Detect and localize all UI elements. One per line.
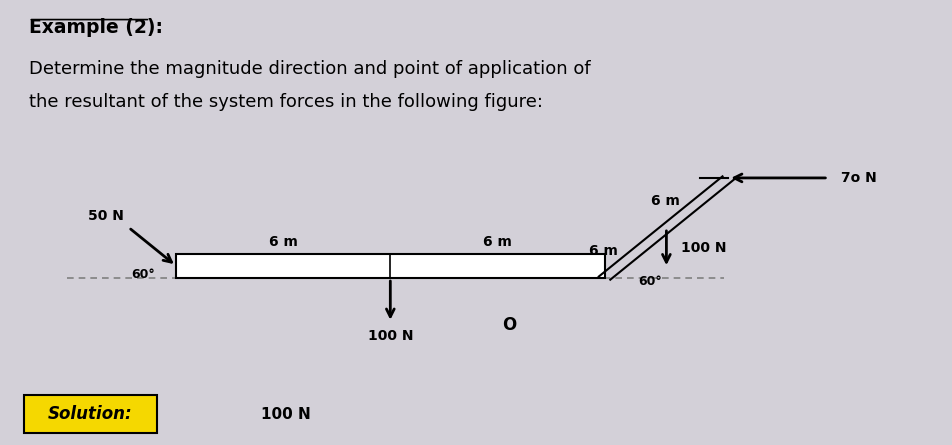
Text: 6 m: 6 m [651, 194, 681, 208]
Text: the resultant of the system forces in the following figure:: the resultant of the system forces in th… [29, 93, 543, 111]
Text: 60°: 60° [638, 275, 662, 287]
Text: 100 N: 100 N [367, 329, 413, 343]
Text: Example (2):: Example (2): [29, 18, 163, 37]
Text: 50 N: 50 N [88, 209, 124, 223]
Text: 6 m: 6 m [268, 235, 298, 249]
Text: O: O [503, 316, 516, 334]
Text: 6 m: 6 m [483, 235, 512, 249]
Text: 60°: 60° [131, 268, 155, 281]
Text: Solution:: Solution: [49, 405, 132, 423]
FancyBboxPatch shape [24, 395, 157, 433]
Text: 7o N: 7o N [841, 171, 877, 185]
Text: 100 N: 100 N [261, 407, 310, 422]
Bar [176, 254, 605, 278]
Text: 100 N: 100 N [681, 241, 726, 255]
Text: 6 m: 6 m [589, 244, 619, 258]
Text: Determine the magnitude direction and point of application of: Determine the magnitude direction and po… [29, 60, 590, 78]
